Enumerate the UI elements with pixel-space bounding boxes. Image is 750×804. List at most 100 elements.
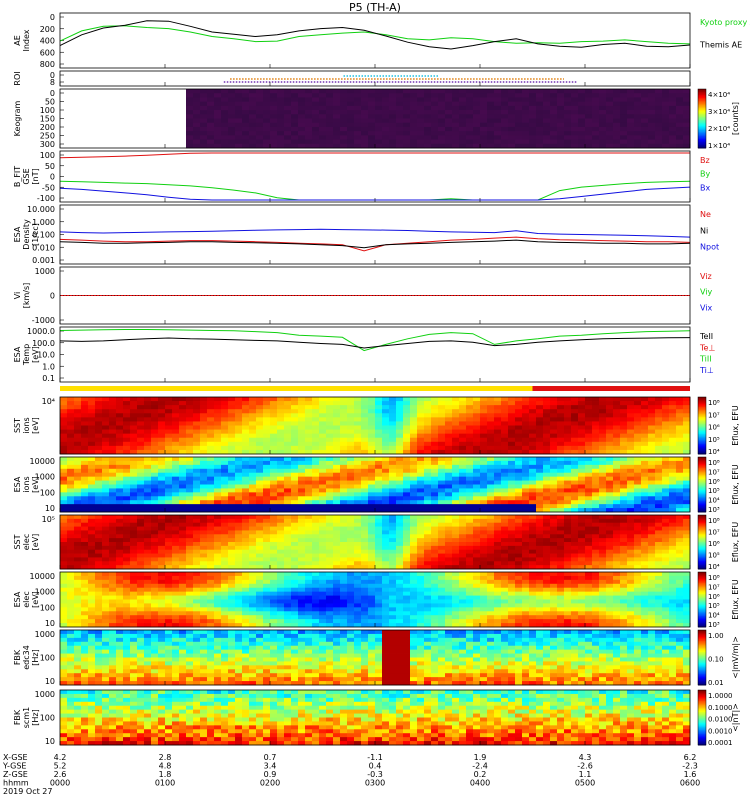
heatmap-cell <box>494 557 501 561</box>
heatmap-cell <box>74 534 81 538</box>
heatmap-cell <box>480 397 487 401</box>
heatmap-cell <box>270 504 277 508</box>
heatmap-cell <box>368 434 375 438</box>
heatmap-cell <box>494 397 501 401</box>
heatmap-cell <box>200 515 207 519</box>
heatmap-cell <box>403 523 410 527</box>
heatmap-cell <box>648 106 655 111</box>
heatmap-cell <box>179 438 186 442</box>
heatmap-cell <box>662 496 669 500</box>
heatmap-cell <box>606 110 613 115</box>
heatmap-cell <box>207 409 214 413</box>
heatmap-cell <box>613 546 620 550</box>
heatmap-cell <box>263 488 270 492</box>
heatmap-cell <box>242 530 249 534</box>
heatmap-cell <box>95 397 102 401</box>
heatmap-cell <box>333 119 340 124</box>
heatmap-cell <box>74 523 81 527</box>
heatmap-cell <box>571 500 578 504</box>
heatmap-cell <box>305 102 312 107</box>
heatmap-cell <box>655 131 662 136</box>
heatmap-cell <box>480 469 487 473</box>
heatmap-cell <box>375 473 382 477</box>
heatmap-cell <box>305 89 312 94</box>
heatmap-cell <box>249 523 256 527</box>
heatmap-cell <box>459 554 466 558</box>
heatmap-cell <box>599 481 606 485</box>
heatmap-cell <box>354 473 361 477</box>
heatmap-cell <box>319 114 326 119</box>
heatmap-cell <box>375 465 382 469</box>
heatmap-cell <box>480 554 487 558</box>
heatmap-cell <box>550 405 557 409</box>
heatmap-cell <box>613 461 620 465</box>
heatmap-cell <box>564 140 571 145</box>
heatmap-cell <box>263 131 270 136</box>
heatmap-cell <box>501 434 508 438</box>
heatmap-cell <box>256 442 263 446</box>
heatmap-cell <box>298 106 305 111</box>
heatmap-cell <box>550 492 557 496</box>
heatmap-cell <box>305 523 312 527</box>
heatmap-cell <box>438 438 445 442</box>
heatmap-cell <box>515 140 522 145</box>
heatmap-cell <box>130 409 137 413</box>
heatmap-cell <box>361 515 368 519</box>
heatmap-cell <box>550 110 557 115</box>
heatmap-cell <box>249 110 256 115</box>
heatmap-cell <box>543 106 550 111</box>
heatmap-cell <box>382 554 389 558</box>
heatmap-cell <box>333 409 340 413</box>
heatmap-cell <box>312 97 319 102</box>
heatmap-cell <box>74 397 81 401</box>
heatmap-cell <box>340 500 347 504</box>
heatmap-cell <box>599 500 606 504</box>
panel-ylabel: [eV] <box>31 534 40 551</box>
heatmap-cell <box>193 446 200 450</box>
heatmap-cell <box>270 401 277 405</box>
heatmap-cell <box>284 530 291 534</box>
heatmap-cell <box>620 123 627 128</box>
heatmap-cell <box>207 546 214 550</box>
heatmap-cell <box>459 442 466 446</box>
heatmap-cell <box>291 119 298 124</box>
heatmap-cell <box>452 534 459 538</box>
heatmap-cell <box>326 473 333 477</box>
heatmap-cell <box>186 473 193 477</box>
heatmap-cell <box>550 477 557 481</box>
heatmap-cell <box>494 457 501 461</box>
heatmap-cell <box>529 434 536 438</box>
heatmap-cell <box>235 426 242 430</box>
heatmap-cell <box>214 123 221 128</box>
heatmap-cell <box>277 93 284 98</box>
heatmap-cell <box>109 546 116 550</box>
heatmap-cell <box>536 542 543 546</box>
heatmap-cell <box>410 554 417 558</box>
heatmap-cell <box>214 93 221 98</box>
heatmap-cell <box>361 114 368 119</box>
heatmap-cell <box>235 127 242 132</box>
heatmap-cell <box>389 527 396 531</box>
heatmap-cell <box>242 417 249 421</box>
heatmap-cell <box>123 421 130 425</box>
heatmap-cell <box>543 457 550 461</box>
heatmap-cell <box>634 114 641 119</box>
heatmap-cell <box>200 89 207 94</box>
heatmap-cell <box>368 557 375 561</box>
legend-label: Ni <box>700 226 708 235</box>
heatmap-cell <box>326 89 333 94</box>
heatmap-cell <box>270 488 277 492</box>
heatmap-cell <box>179 557 186 561</box>
heatmap-cell <box>522 102 529 107</box>
heatmap-cell <box>340 492 347 496</box>
heatmap-cell <box>228 500 235 504</box>
heatmap-cell <box>186 554 193 558</box>
heatmap-cell <box>193 421 200 425</box>
heatmap-cell <box>438 542 445 546</box>
heatmap-cell <box>445 481 452 485</box>
heatmap-cell <box>557 500 564 504</box>
heatmap-cell <box>354 397 361 401</box>
heatmap-cell <box>459 140 466 145</box>
heatmap-cell <box>410 106 417 111</box>
heatmap-cell <box>641 97 648 102</box>
